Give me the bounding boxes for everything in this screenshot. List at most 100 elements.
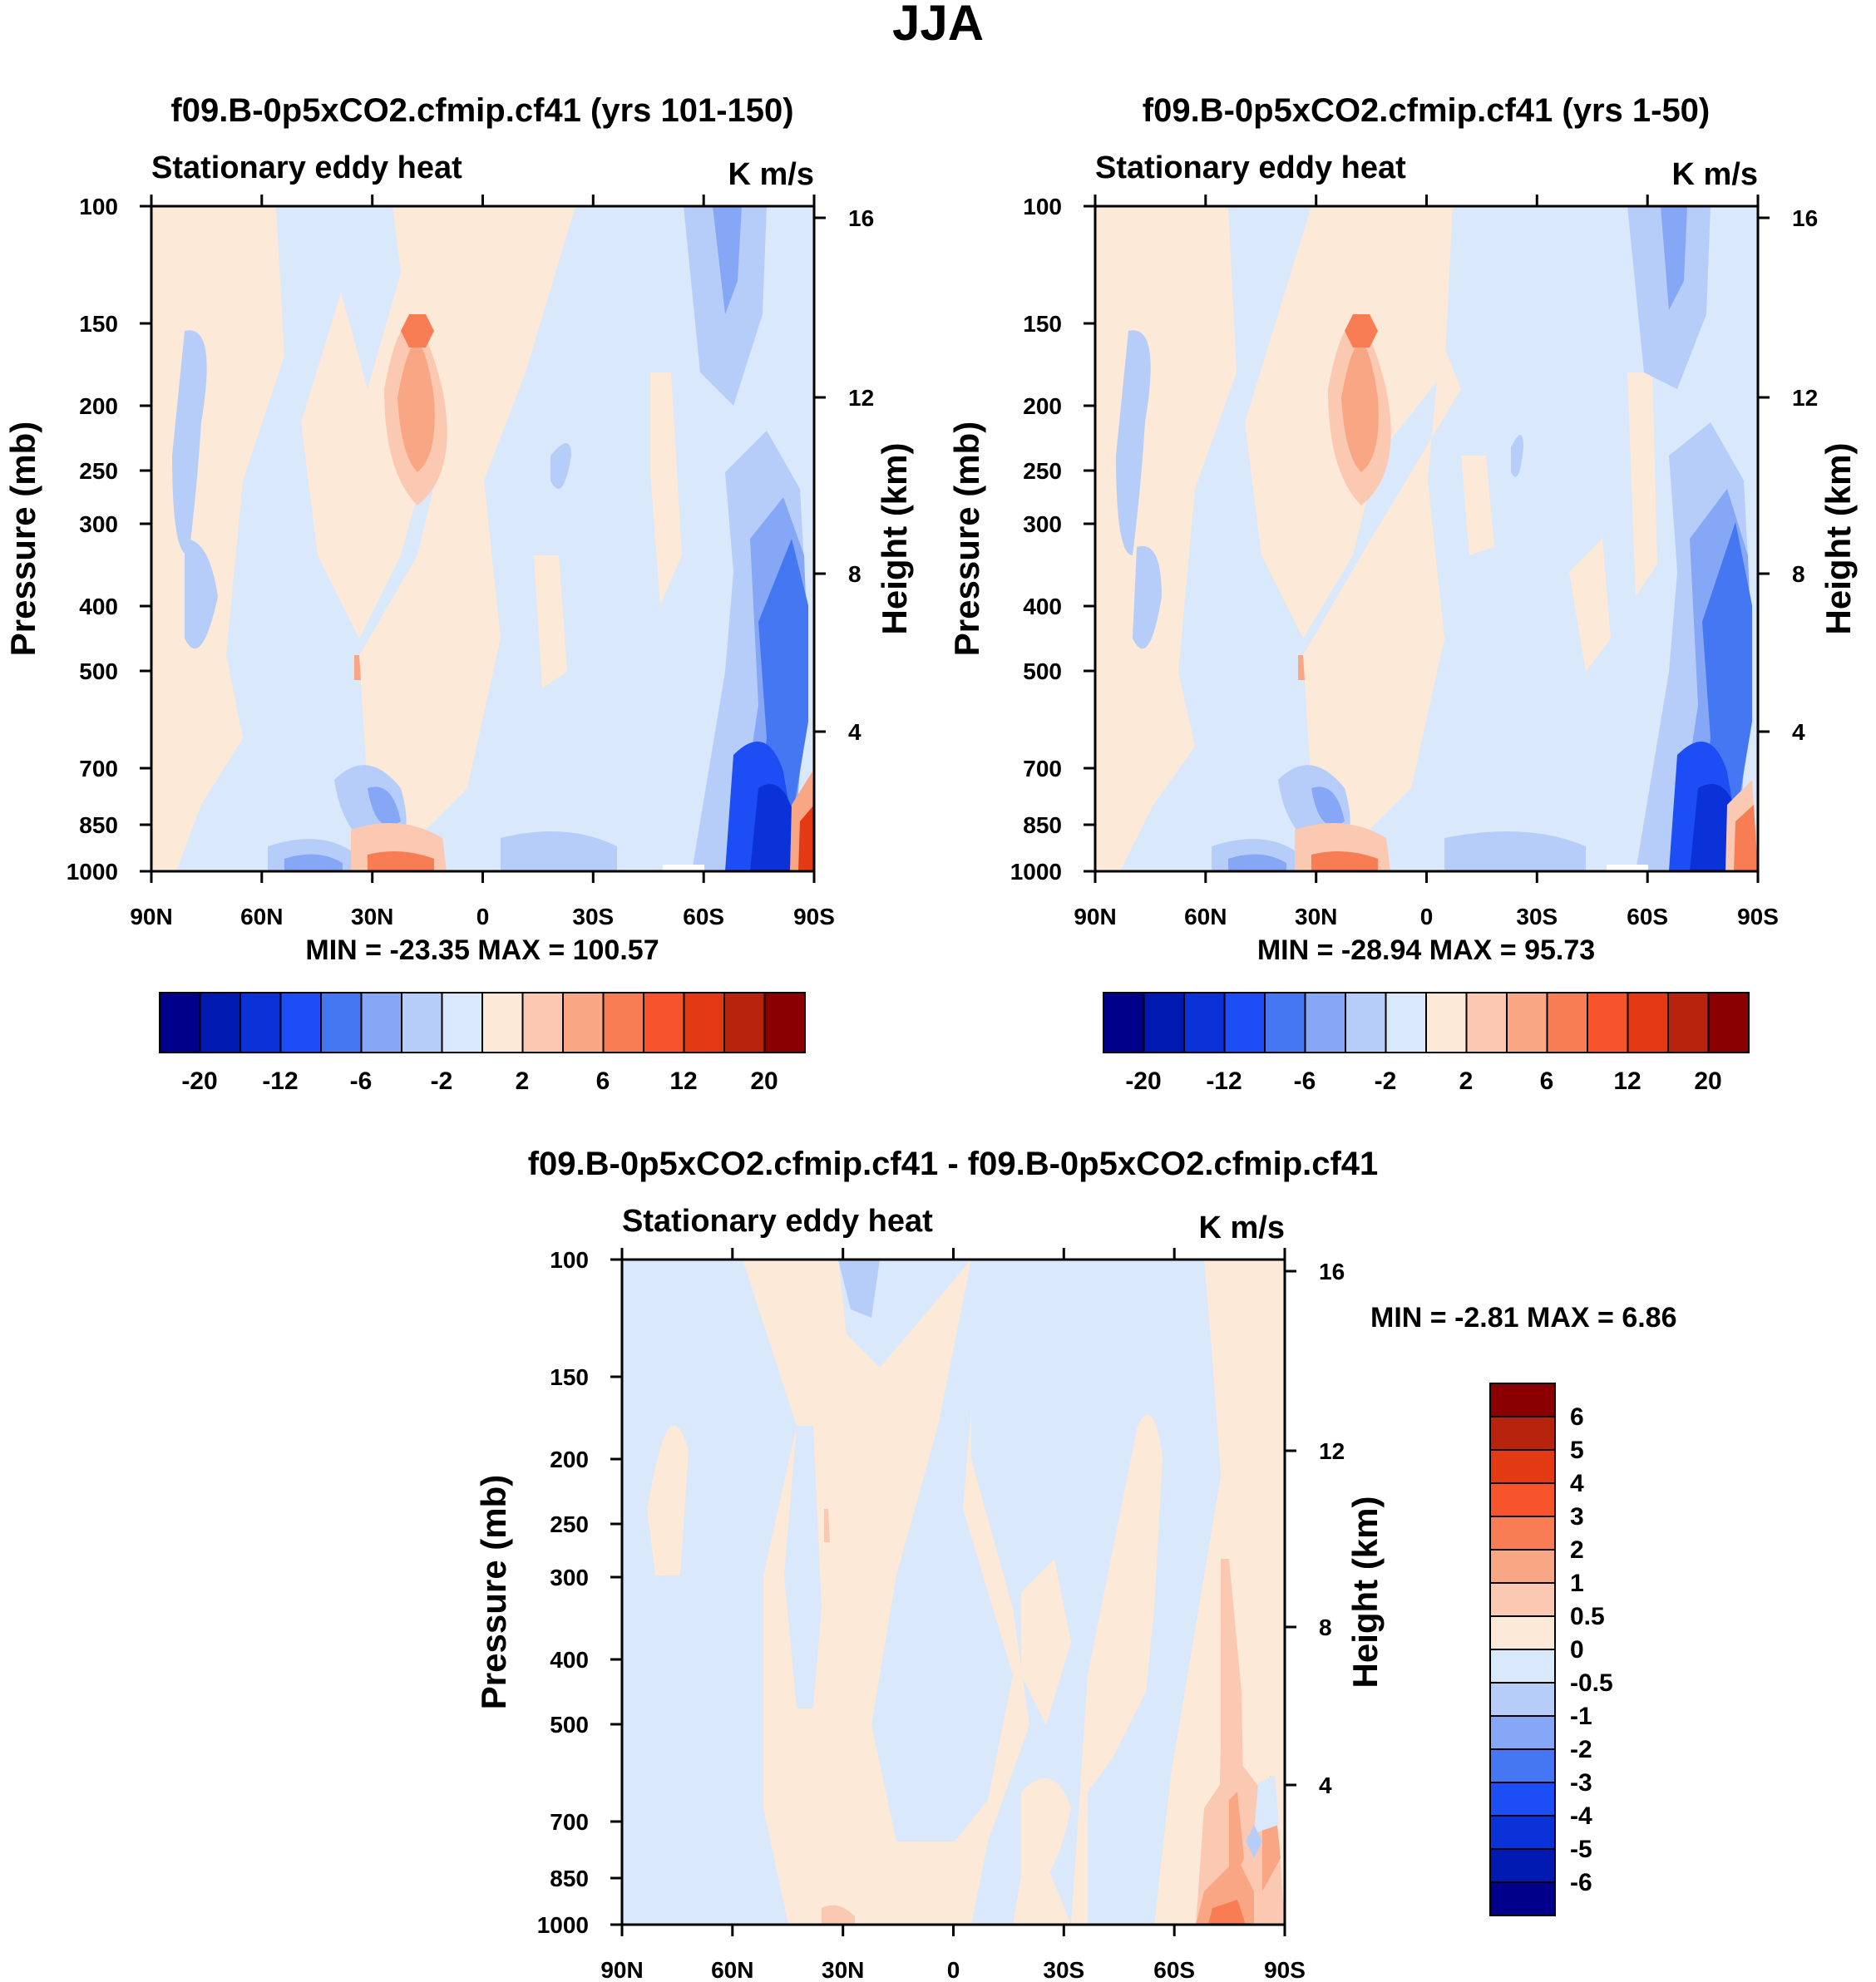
x-tick-label: 90S [1264,1957,1306,1982]
x-tick-label: 90N [1074,904,1116,929]
colorbar-swatch [1489,1649,1556,1684]
colorbar-label: 6 [596,1067,610,1095]
y-tick-label: 700 [550,1809,589,1835]
colorbar-swatch [1345,992,1387,1053]
colorbar-label: 2 [516,1067,530,1095]
colorbar-swatch [643,992,685,1053]
colorbar-swatch [602,992,644,1053]
y-right-tick-label: 16 [1792,205,1818,231]
panel-3-units: K m/s [1199,1210,1285,1245]
colorbar-3-labels: 6 5 4 3 2 1 0.5 0 -0.5 -1 -2 -3 -4 -5 -6 [1570,1403,1613,1896]
colorbar-swatch [1183,992,1226,1053]
colorbar-label: 2 [1570,1536,1584,1564]
x-tick-label: 30N [822,1957,864,1982]
panel-2-xticklabels: 90N 60N 30N 0 30S 60S 90S [1074,904,1779,929]
colorbar-label: -2 [1570,1736,1592,1763]
panel-1-yticklabels: 100 150 200 250 300 400 500 700 850 1000 [67,194,118,885]
y-tick-label: 700 [1023,756,1062,781]
colorbar-swatch [1489,1848,1556,1883]
panel-3-ylabel-right: Height (km) [1345,1496,1385,1689]
y-tick-label: 150 [1023,311,1062,337]
y-tick-label: 300 [79,511,118,537]
y-tick-label: 200 [1023,393,1062,419]
colorbar-swatch [1489,1582,1556,1617]
y-right-tick-label: 16 [1319,1259,1345,1284]
colorbar-label: -2 [1375,1067,1397,1095]
y-tick-label: 150 [550,1364,589,1390]
colorbar-label: 1 [1570,1570,1584,1597]
y-tick-label: 300 [550,1565,589,1590]
colorbar-swatch [1489,1881,1556,1916]
colorbar-label: -5 [1570,1836,1592,1863]
panel-3-ylabel: Pressure (mb) [474,1475,513,1709]
colorbar-swatch [320,992,363,1053]
panel-1-xticklabels: 90N 60N 30N 0 30S 60S 90S [130,904,835,929]
y-tick-label: 250 [79,458,118,484]
y-right-tick-label: 4 [1319,1772,1332,1798]
colorbar-swatch [1425,992,1468,1053]
x-tick-label: 90S [1737,904,1779,929]
x-tick-label: 60S [683,904,724,929]
y-tick-label: 1000 [537,1912,589,1938]
colorbar-swatch [159,992,201,1053]
colorbar-swatch [763,992,806,1053]
colorbar-3: 6 5 4 3 2 1 0.5 0 -0.5 -1 -2 -3 -4 -5 -6 [1489,1383,1613,1916]
colorbar-swatch [1489,1682,1556,1717]
colorbar-swatch [1264,992,1306,1053]
y-right-tick-label: 8 [1792,561,1805,587]
colorbar-swatch [1143,992,1185,1053]
panel-1-title: f09.B-0p5xCO2.cfmip.cf41 (yrs 101-150) [170,92,793,129]
colorbar-label: 12 [1613,1067,1641,1095]
panel-3-axes [610,1248,1296,1936]
x-tick-label: 60N [240,904,283,929]
colorbar-label: 12 [669,1067,697,1095]
colorbar-swatch [1489,1615,1556,1650]
colorbar-swatch [521,992,564,1053]
panel-3-yticklabels-right: 16 12 8 4 [1319,1259,1345,1798]
colorbar-swatch [1465,992,1508,1053]
y-tick-label: 300 [1023,511,1062,537]
colorbar-label: 20 [750,1067,778,1095]
panel-2-units: K m/s [1672,157,1758,192]
colorbar-label: -20 [181,1067,217,1095]
x-tick-label: 60S [1153,1957,1195,1982]
colorbar-swatch [1627,992,1669,1053]
panel-1-ylabel: Pressure (mb) [3,422,42,656]
x-tick-label: 90S [793,904,835,929]
colorbar-swatch [401,992,443,1053]
x-tick-label: 90N [600,1957,643,1982]
panel-2-stats: MIN = -28.94 MAX = 95.73 [1257,934,1595,966]
colorbar-swatch [360,992,402,1053]
colorbar-label: 0.5 [1570,1603,1605,1630]
y-tick-label: 200 [550,1447,589,1472]
y-tick-label: 100 [1023,194,1062,219]
panel-2-ylabel: Pressure (mb) [947,422,986,656]
y-tick-label: 100 [79,194,118,219]
colorbar-swatch [1223,992,1266,1053]
panel-1-ylabel-right: Height (km) [875,443,914,635]
y-tick-label: 850 [1023,812,1062,838]
y-tick-label: 250 [550,1511,589,1537]
y-right-tick-label: 8 [1319,1615,1332,1640]
panel-3-yticklabels: 100 150 200 250 300 400 500 700 850 1000 [537,1247,589,1938]
panel-2-ylabel-right: Height (km) [1819,443,1858,635]
x-tick-label: 30S [572,904,614,929]
colorbar-label: -1 [1570,1703,1592,1730]
colorbar-label: 5 [1570,1437,1584,1464]
colorbar-label: 3 [1570,1503,1584,1531]
colorbar-swatch [562,992,605,1053]
colorbar-swatch [1103,992,1145,1053]
y-tick-label: 400 [1023,594,1062,619]
panel-2-field [1094,205,1760,873]
panel-1-yticklabels-right: 16 12 8 4 [848,205,874,745]
panel-2-yticklabels: 100 150 200 250 300 400 500 700 850 1000 [1010,194,1062,885]
colorbar-swatch [1489,1549,1556,1584]
panel-2: f09.B-0p5xCO2.cfmip.cf41 (yrs 1-50) Stat… [947,92,1858,966]
colorbar-swatch [683,992,725,1053]
y-tick-label: 700 [79,756,118,781]
colorbar-label: -4 [1570,1802,1592,1830]
colorbar-swatch [441,992,483,1053]
y-tick-label: 150 [79,311,118,337]
panel-3-xticklabels: 90N 60N 30N 0 30S 60S 90S [600,1957,1306,1982]
